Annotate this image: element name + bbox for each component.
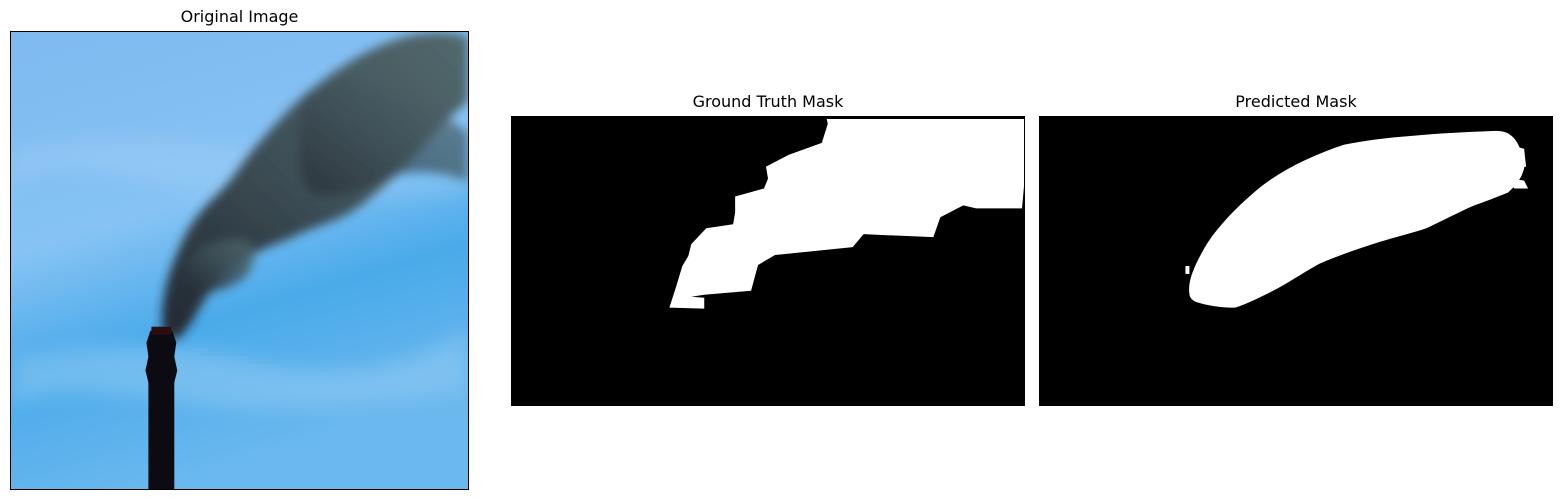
ground-truth-mask-panel	[511, 116, 1025, 406]
predicted-mask-panel	[1039, 116, 1553, 406]
chimney	[145, 326, 178, 489]
predicted-mask-region	[1189, 130, 1525, 308]
predicted-mask-title: Predicted Mask	[1235, 92, 1357, 111]
predicted-mask-image	[1040, 117, 1552, 405]
ground-truth-mask-region	[669, 118, 1024, 309]
original-image-title: Original Image	[180, 7, 299, 26]
ground-truth-mask-image	[512, 117, 1024, 405]
ground-truth-mask-title: Ground Truth Mask	[692, 92, 844, 111]
original-image-photo	[11, 32, 468, 489]
original-image-panel	[10, 31, 469, 490]
smoke-plume	[162, 32, 468, 341]
